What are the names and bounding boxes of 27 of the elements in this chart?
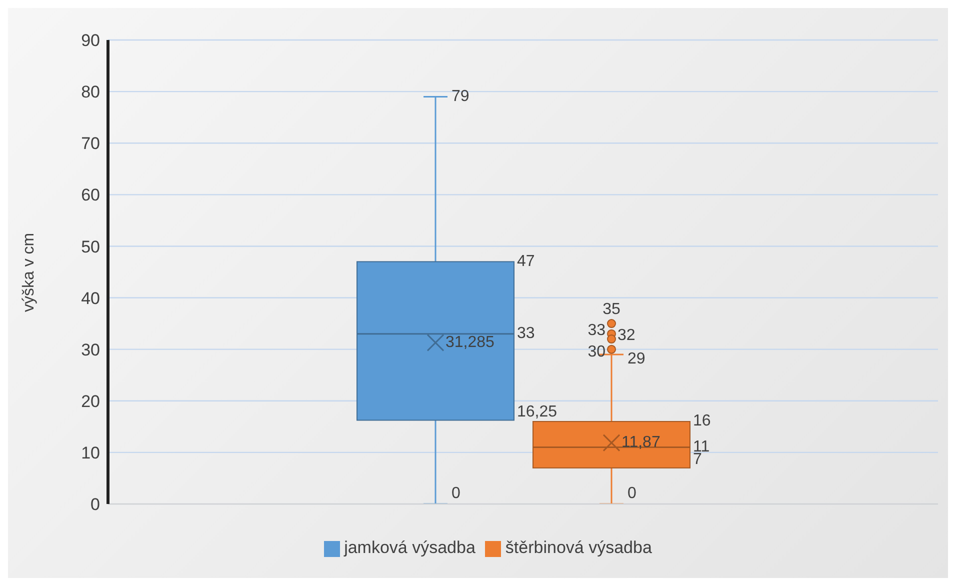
annotation: 11,87	[622, 434, 660, 452]
annotation: 16,25	[517, 403, 558, 420]
annotation: 29	[628, 350, 646, 368]
annotation: 33	[517, 325, 535, 342]
y-tick-label: 30	[81, 340, 100, 360]
annotation: 33	[588, 322, 606, 340]
y-tick-label: 80	[81, 82, 100, 102]
y-tick-label: 50	[81, 237, 100, 256]
y-axis-title: výška v cm	[20, 232, 38, 312]
annotation: 47	[517, 252, 535, 270]
annotation: 30	[588, 344, 606, 361]
annotation: 31,285	[446, 334, 495, 351]
annotation: 0	[452, 485, 460, 502]
y-tick-label: 40	[81, 288, 100, 308]
legend-label: štěrbinová výsadba	[505, 538, 652, 557]
y-tick-label: 0	[90, 495, 100, 514]
annotation: 0	[628, 485, 636, 502]
y-tick-label: 70	[81, 134, 100, 154]
annotation: 32	[618, 327, 636, 344]
y-tick-label: 60	[81, 186, 100, 205]
y-tick-label: 20	[81, 392, 100, 411]
annotation: 35	[602, 300, 620, 318]
y-tick-label: 90	[81, 31, 100, 50]
legend-label: jamková výsadba	[344, 538, 476, 557]
annotation: 16	[693, 412, 711, 430]
annotation: 79	[452, 88, 470, 105]
y-tick-label: 10	[81, 443, 100, 462]
